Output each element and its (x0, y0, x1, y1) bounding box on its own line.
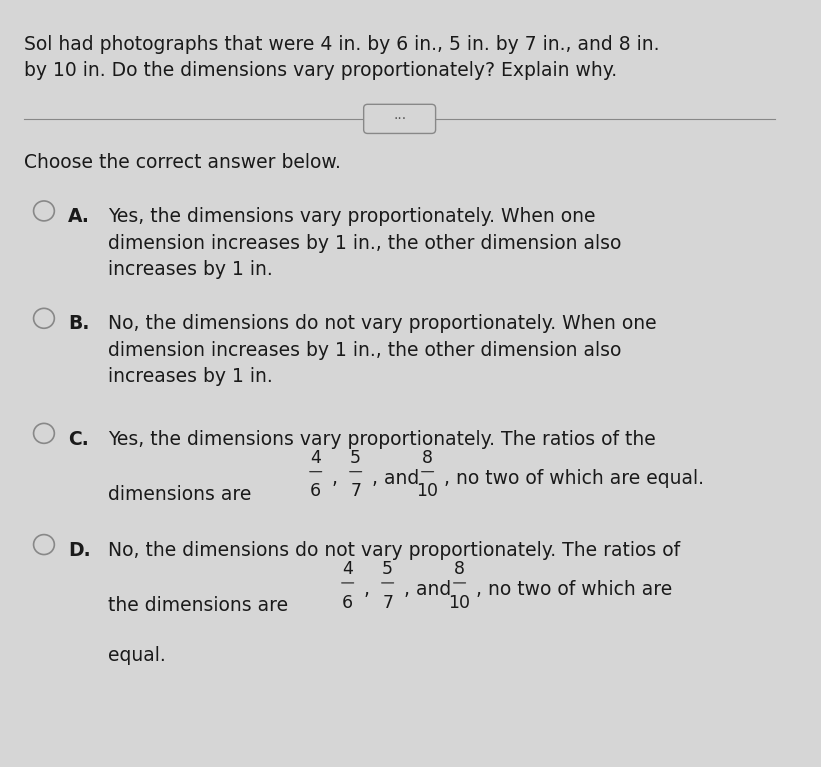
Text: D.: D. (68, 541, 90, 560)
Text: ,: , (332, 469, 337, 488)
Text: 10: 10 (448, 594, 470, 611)
Text: equal.: equal. (108, 646, 166, 665)
Text: ···: ··· (393, 112, 406, 126)
Text: 4: 4 (310, 449, 321, 467)
Text: the dimensions are: the dimensions are (108, 596, 294, 615)
Text: , and: , and (404, 581, 451, 599)
Text: 5: 5 (382, 561, 393, 578)
Text: 5: 5 (351, 449, 361, 467)
Text: 8: 8 (454, 561, 465, 578)
Text: Choose the correct answer below.: Choose the correct answer below. (24, 153, 341, 173)
Text: Yes, the dimensions vary proportionately. The ratios of the: Yes, the dimensions vary proportionately… (108, 430, 656, 449)
Text: C.: C. (68, 430, 89, 449)
Text: 10: 10 (416, 482, 438, 500)
Text: Yes, the dimensions vary proportionately. When one
dimension increases by 1 in.,: Yes, the dimensions vary proportionately… (108, 207, 621, 279)
Text: A.: A. (68, 207, 89, 226)
Text: No, the dimensions do not vary proportionately. When one
dimension increases by : No, the dimensions do not vary proportio… (108, 314, 657, 387)
Text: Sol had photographs that were 4 in. by 6 in., 5 in. by 7 in., and 8 in.
by 10 in: Sol had photographs that were 4 in. by 6… (24, 35, 659, 80)
Text: , no two of which are: , no two of which are (475, 581, 672, 599)
Text: 7: 7 (351, 482, 361, 500)
Text: 4: 4 (342, 561, 353, 578)
FancyBboxPatch shape (364, 104, 436, 133)
Text: , and: , and (372, 469, 419, 488)
Text: dimensions are: dimensions are (108, 485, 257, 504)
Text: No, the dimensions do not vary proportionately. The ratios of: No, the dimensions do not vary proportio… (108, 541, 680, 560)
Text: 6: 6 (310, 482, 321, 500)
Text: B.: B. (68, 314, 89, 334)
Text: 8: 8 (422, 449, 433, 467)
Text: 7: 7 (382, 594, 393, 611)
Text: ,: , (364, 581, 369, 599)
Text: 6: 6 (342, 594, 353, 611)
Text: , no two of which are equal.: , no two of which are equal. (443, 469, 704, 488)
